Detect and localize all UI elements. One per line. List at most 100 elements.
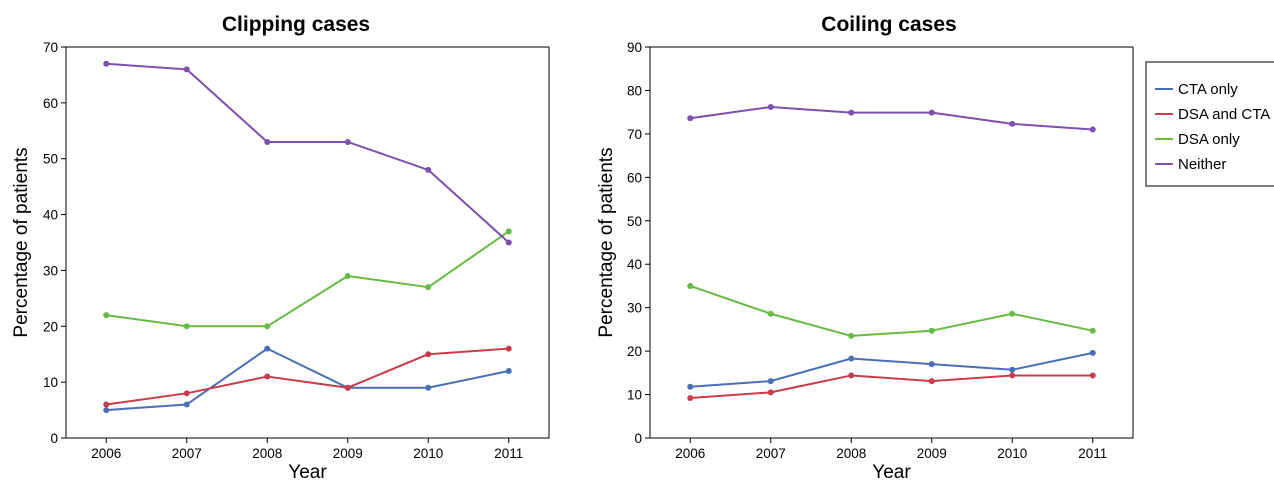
legend-label-neither: Neither [1178,156,1226,173]
y-tick-label: 10 [43,375,58,390]
data-point-neither [183,66,190,73]
y-tick-label: 60 [627,170,642,185]
data-point-neither [505,239,512,246]
chart-coiling-cases: Coiling cases 0 10 20 30 40 50 60 70 80 90 2006 2007… [596,13,1134,483]
x-tick-label: 2009 [917,446,947,461]
y-tick-label: 80 [627,83,642,98]
y-tick-label: 70 [43,40,58,55]
plot-frame [649,46,1134,439]
data-point-dsa-only [1089,327,1096,334]
data-point-dsa-only [928,327,935,334]
x-tick-label: 2008 [252,446,282,461]
data-point-cta-only [848,355,855,362]
y-tick-label: 0 [634,431,642,446]
series-line-dsa-only [106,230,510,328]
data-point-dsa-and-cta [928,378,935,385]
data-point-dsa-and-cta [687,395,694,402]
y-tick-label: 30 [627,301,642,316]
y-tick-label: 40 [43,208,58,223]
x-tick-label: 2011 [494,446,523,461]
data-point-neither [264,138,271,145]
data-point-dsa-only [103,312,110,319]
data-point-neither [687,115,694,122]
data-point-neither [1089,126,1096,133]
y-tick-label: 30 [43,263,58,278]
legend-box [1145,61,1274,187]
legend-label-dsa-and-cta: DSA and CTA [1178,106,1270,123]
data-point-neither [425,166,432,173]
data-point-dsa-only [1009,310,1016,317]
data-point-dsa-only [425,284,432,291]
x-tick-label: 2011 [1078,446,1107,461]
y-tick-label: 50 [43,152,58,167]
y-tick-label: 50 [627,214,642,229]
x-tick-label: 2010 [413,446,443,461]
data-point-cta-only [767,378,774,385]
data-point-dsa-only [264,323,271,330]
data-point-cta-only [1009,366,1016,373]
data-point-cta-only [183,401,190,408]
series-line-cta-only [690,351,1093,388]
chart-clipping-cases: Clipping cases 0 10 20 30 40 50 60 70 2006 2007 200… [11,13,550,483]
data-point-cta-only [103,407,110,414]
x-tick-label: 2006 [675,446,705,461]
data-point-cta-only [505,367,512,374]
series-line-dsa-only [689,284,1093,337]
y-tick-label: 20 [627,344,642,359]
data-point-cta-only [928,361,935,368]
data-point-cta-only [425,384,432,391]
legend: CTA only DSA and CTA DSA only Neither [1145,61,1274,187]
series-line-neither [106,62,510,244]
legend-label-dsa-only: DSA only [1178,131,1240,148]
y-tick-label: 70 [627,127,642,142]
data-point-dsa-and-cta [505,345,512,352]
data-point-dsa-and-cta [1089,372,1096,379]
chart-title: Clipping cases [222,13,370,36]
plot-frame [65,46,550,439]
data-point-dsa-only [687,282,694,289]
data-point-dsa-and-cta [1009,372,1016,379]
x-tick-label: 2009 [333,446,363,461]
data-point-dsa-only [848,332,855,339]
series-line-dsa-and-cta [106,347,509,406]
y-axis-label: Percentage of patients [11,147,32,337]
chart-title: Coiling cases [821,13,956,36]
legend-label-cta-only: CTA only [1178,81,1238,98]
x-tick-label: 2007 [172,446,202,461]
y-axis-label: Percentage of patients [596,147,617,337]
x-tick-label: 2010 [997,446,1027,461]
data-point-dsa-and-cta [103,401,110,408]
series-line-dsa-and-cta [690,374,1093,400]
x-axis-label: Year [872,462,911,483]
x-tick-label: 2008 [836,446,866,461]
data-point-dsa-only [344,273,351,280]
x-tick-label: 2006 [91,446,121,461]
data-point-cta-only [1089,349,1096,356]
data-point-neither [1009,120,1016,127]
y-tick-label: 60 [43,96,58,111]
y-tick-label: 40 [627,257,642,272]
data-point-neither [103,60,110,67]
y-tick-label: 10 [627,388,642,403]
y-tick-label: 90 [627,40,642,55]
y-tick-label: 20 [43,319,58,334]
x-axis-label: Year [288,462,327,483]
series-line-neither [690,105,1093,131]
data-point-dsa-and-cta [264,373,271,380]
data-point-neither [928,109,935,116]
data-point-dsa-and-cta [344,384,351,391]
data-point-dsa-only [767,310,774,317]
data-point-cta-only [264,345,271,352]
x-tick-label: 2007 [756,446,786,461]
data-point-dsa-only [505,228,512,235]
series-line-cta-only [106,347,509,412]
y-tick-label: 0 [50,431,58,446]
data-point-dsa-and-cta [425,351,432,358]
data-point-neither [767,103,774,110]
data-point-neither [344,138,351,145]
data-point-dsa-and-cta [183,390,190,397]
data-point-neither [848,109,855,116]
data-point-cta-only [687,383,694,390]
data-point-dsa-only [183,323,190,330]
